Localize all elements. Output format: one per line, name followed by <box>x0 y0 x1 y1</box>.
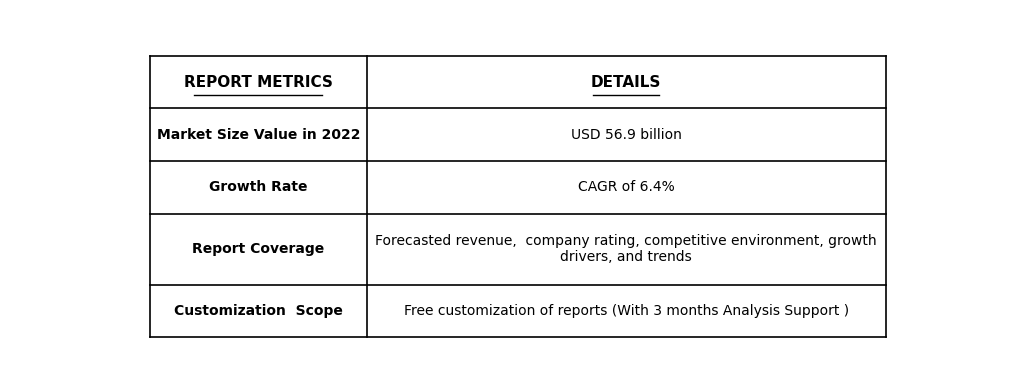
Text: Customization  Scope: Customization Scope <box>174 304 342 318</box>
Text: Market Size Value in 2022: Market Size Value in 2022 <box>157 128 360 142</box>
Text: Growth Rate: Growth Rate <box>209 180 307 194</box>
Text: USD 56.9 billion: USD 56.9 billion <box>571 128 682 142</box>
Text: Report Coverage: Report Coverage <box>192 242 324 256</box>
Text: Free customization of reports (With 3 months Analysis Support ): Free customization of reports (With 3 mo… <box>404 304 848 318</box>
Text: DETAILS: DETAILS <box>591 75 662 89</box>
Text: REPORT METRICS: REPORT METRICS <box>184 75 332 89</box>
Text: CAGR of 6.4%: CAGR of 6.4% <box>578 180 675 194</box>
Text: Forecasted revenue,  company rating, competitive environment, growth
drivers, an: Forecasted revenue, company rating, comp… <box>376 234 877 264</box>
